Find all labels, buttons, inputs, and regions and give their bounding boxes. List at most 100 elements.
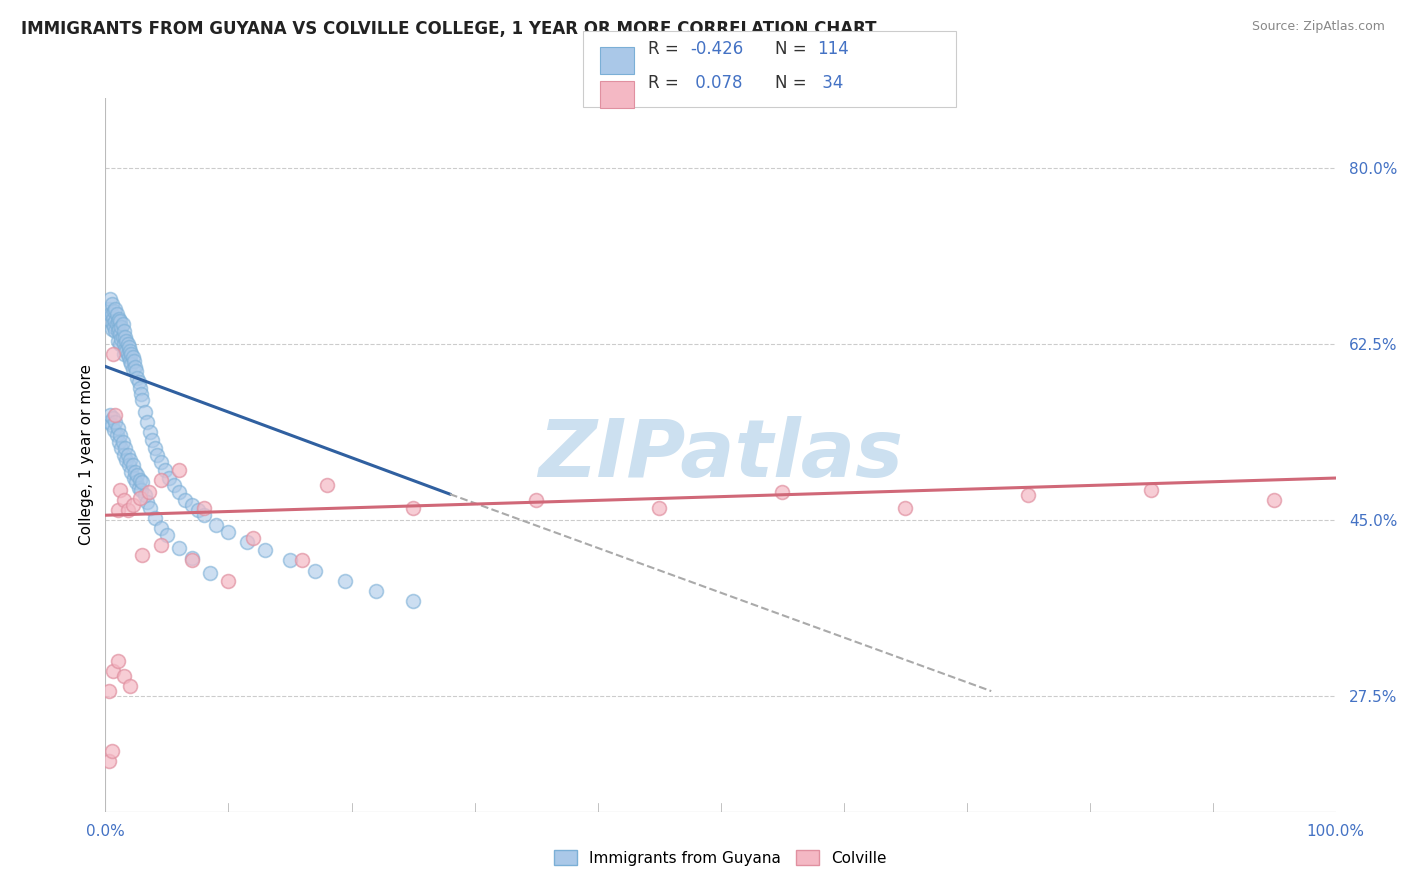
Point [187,503,209,517]
Point [121,498,143,512]
Text: N =: N = [775,74,811,92]
Point [125,475,148,489]
Point [107,314,129,328]
Point [138,485,160,500]
Point [1140,483,1163,497]
Point [117,347,139,361]
Point [121,458,143,472]
Point [120,344,141,359]
Point [118,351,141,365]
Point [117,503,139,517]
Point [124,465,146,479]
Point [110,441,132,455]
Point [149,538,172,552]
Point [110,427,132,442]
Point [174,493,197,508]
Text: R =: R = [648,40,685,58]
Point [524,493,547,508]
Text: ZIPatlas: ZIPatlas [538,416,903,494]
Point [156,528,179,542]
Point [105,427,128,442]
Point [98,408,122,422]
Point [122,471,145,485]
Point [110,320,132,334]
Point [120,347,142,361]
Point [193,508,215,523]
Point [98,684,121,698]
Point [205,518,228,533]
Point [129,386,152,401]
Point [218,525,240,540]
Point [115,453,138,467]
Text: IMMIGRANTS FROM GUYANA VS COLVILLE COLLEGE, 1 YEAR OR MORE CORRELATION CHART: IMMIGRANTS FROM GUYANA VS COLVILLE COLLE… [21,20,876,37]
Point [138,501,162,516]
Point [127,468,149,483]
Point [110,327,132,342]
Point [107,654,129,668]
Point [120,354,141,368]
Point [101,664,124,678]
Point [131,392,153,407]
Point [98,307,122,321]
Point [104,324,127,338]
Point [105,307,128,321]
Text: Source: ZipAtlas.com: Source: ZipAtlas.com [1251,20,1385,33]
Point [115,344,138,359]
Point [236,535,259,549]
Point [180,498,202,512]
Point [103,304,125,318]
Point [108,312,131,326]
Point [136,415,159,429]
Point [117,448,139,462]
Text: 34: 34 [817,74,844,92]
Point [104,415,127,429]
Point [112,448,135,462]
Point [648,501,671,516]
Point [149,455,172,469]
Point [153,463,176,477]
Point [112,324,135,338]
Point [110,483,132,497]
Point [149,473,172,487]
Legend: Immigrants from Guyana, Colville: Immigrants from Guyana, Colville [548,844,893,871]
Point [335,574,357,588]
Point [134,488,156,502]
Point [278,553,301,567]
Point [104,314,127,328]
Point [100,744,122,758]
Point [304,564,326,578]
Point [98,755,121,769]
Point [242,532,264,546]
Point [100,297,122,311]
Point [97,312,120,326]
Point [98,302,121,317]
Point [180,551,202,566]
Text: N =: N = [775,40,811,58]
Point [101,347,124,361]
Point [129,381,152,395]
Point [121,351,143,365]
Point [169,485,191,500]
Text: R =: R = [648,74,685,92]
Point [894,501,917,516]
Point [129,483,152,497]
Point [128,481,150,495]
Point [141,433,163,447]
Point [100,322,122,336]
Point [121,362,143,376]
Point [198,566,221,580]
Point [111,330,134,344]
Point [98,415,121,429]
Point [103,320,125,334]
Point [131,475,153,489]
Point [105,318,128,332]
Point [101,410,124,425]
Point [122,354,145,368]
Point [100,417,122,432]
Point [110,314,132,328]
Point [112,493,135,508]
Y-axis label: College, 1 year or more: College, 1 year or more [79,365,94,545]
Point [134,405,156,419]
Point [101,312,124,326]
Point [315,478,337,492]
